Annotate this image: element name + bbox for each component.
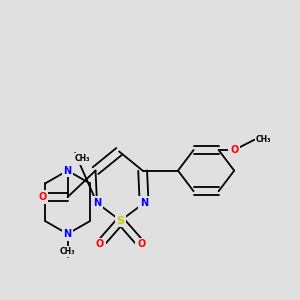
Text: N: N xyxy=(64,166,72,176)
Text: O: O xyxy=(230,145,238,155)
Text: S: S xyxy=(117,216,124,226)
Text: O: O xyxy=(38,192,47,202)
Text: CH₃: CH₃ xyxy=(75,154,90,164)
Text: N: N xyxy=(93,198,101,208)
Text: N: N xyxy=(64,229,72,239)
Text: O: O xyxy=(137,239,145,249)
Text: O: O xyxy=(96,239,104,249)
Text: CH₃: CH₃ xyxy=(256,135,272,144)
Text: CH₃: CH₃ xyxy=(60,247,75,256)
Text: N: N xyxy=(140,198,148,208)
